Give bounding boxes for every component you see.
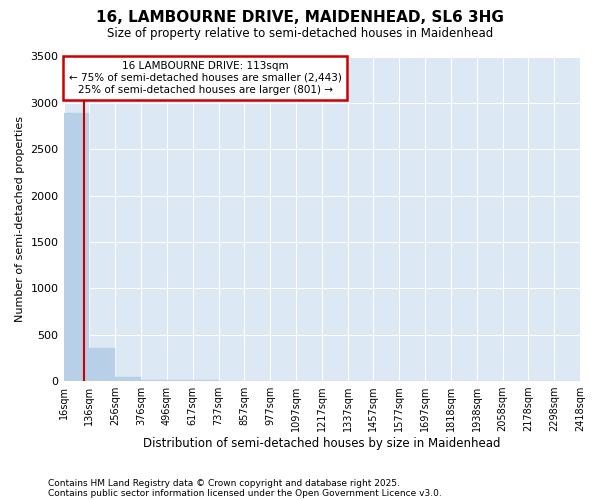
Y-axis label: Number of semi-detached properties: Number of semi-detached properties (15, 116, 25, 322)
Bar (64, 113, 89, 381)
Text: Contains HM Land Registry data © Crown copyright and database right 2025.: Contains HM Land Registry data © Crown c… (48, 478, 400, 488)
X-axis label: Distribution of semi-detached houses by size in Maidenhead: Distribution of semi-detached houses by … (143, 437, 500, 450)
Text: Contains public sector information licensed under the Open Government Licence v3: Contains public sector information licen… (48, 488, 442, 498)
Bar (89, 348, 115, 381)
Text: 16 LAMBOURNE DRIVE: 113sqm
← 75% of semi-detached houses are smaller (2,443)
25%: 16 LAMBOURNE DRIVE: 113sqm ← 75% of semi… (69, 62, 341, 94)
Bar (141, 380, 167, 381)
Text: 16, LAMBOURNE DRIVE, MAIDENHEAD, SL6 3HG: 16, LAMBOURNE DRIVE, MAIDENHEAD, SL6 3HG (96, 10, 504, 25)
Bar (115, 378, 141, 381)
Text: Size of property relative to semi-detached houses in Maidenhead: Size of property relative to semi-detach… (107, 28, 493, 40)
Bar (167, 380, 193, 381)
